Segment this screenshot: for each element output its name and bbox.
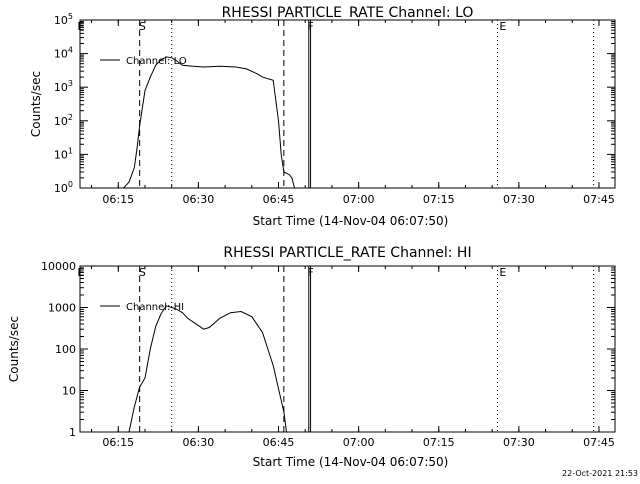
y-axis-title: Counts/sec: [29, 71, 43, 137]
x-tick-label: 07:00: [343, 436, 375, 449]
series-line: [123, 56, 295, 189]
chart-panel-2: RHESSI PARTICLE_RATE Channel: HI 06:15 06:…: [7, 245, 616, 469]
event-marker: S: [139, 20, 146, 33]
y-tick-label: 102: [54, 113, 73, 128]
y-tick-label: 104: [54, 46, 73, 61]
x-tick-label: 07:15: [423, 193, 455, 206]
y-tick-label: 10000: [41, 260, 76, 273]
y-tick-label: 100: [54, 180, 73, 195]
event-marker: E: [499, 266, 506, 279]
event-marker: S: [139, 266, 146, 279]
y-tick-label: 1000: [48, 302, 76, 315]
x-tick-label: 06:15: [102, 436, 134, 449]
y-tick-label: 105: [54, 12, 73, 27]
chart-panel-1: RHESSI PARTICLE_RATE Channel: LO 06:15 06:…: [29, 5, 616, 228]
x-tick-label: 06:30: [183, 193, 215, 206]
y-tick-label: 103: [54, 79, 73, 94]
x-tick-label: 07:30: [503, 436, 535, 449]
x-tick-label: 06:45: [263, 193, 295, 206]
legend-label: Channel: LO: [126, 56, 187, 67]
series-line: [128, 305, 287, 433]
y-tick-label: 101: [54, 146, 73, 161]
plot-frame: [79, 265, 616, 433]
x-tick-label: 06:45: [263, 436, 295, 449]
x-tick-label: 07:45: [583, 436, 615, 449]
x-tick-label: 07:15: [423, 436, 455, 449]
event-marker: E: [499, 20, 506, 33]
x-axis-title: Start Time (14-Nov-04 06:07:50): [253, 455, 449, 469]
event-marker: F: [307, 266, 313, 279]
x-tick-label: 07:00: [343, 193, 375, 206]
chart-title: RHESSI PARTICLE_RATE Channel: LO: [222, 5, 474, 21]
plot-frame: [79, 19, 616, 189]
x-tick-label: 06:30: [183, 436, 215, 449]
footer-timestamp: 22-Oct-2021 21:53: [562, 469, 638, 478]
y-tick-label: 10: [62, 385, 76, 398]
chart-title: RHESSI PARTICLE_RATE Channel: HI: [223, 245, 471, 261]
x-tick-label: 07:30: [503, 193, 535, 206]
x-tick-label: 07:45: [583, 193, 615, 206]
y-tick-label: 1: [69, 426, 76, 439]
legend-label: Channel: HI: [126, 302, 184, 313]
event-marker: E: [77, 20, 84, 33]
y-tick-label: 100: [55, 343, 76, 356]
y-axis-title: Counts/sec: [7, 316, 21, 382]
x-tick-label: 06:15: [102, 193, 134, 206]
x-axis-title: Start Time (14-Nov-04 06:07:50): [253, 214, 449, 228]
event-marker: F: [307, 20, 313, 33]
event-marker: E: [77, 266, 84, 279]
